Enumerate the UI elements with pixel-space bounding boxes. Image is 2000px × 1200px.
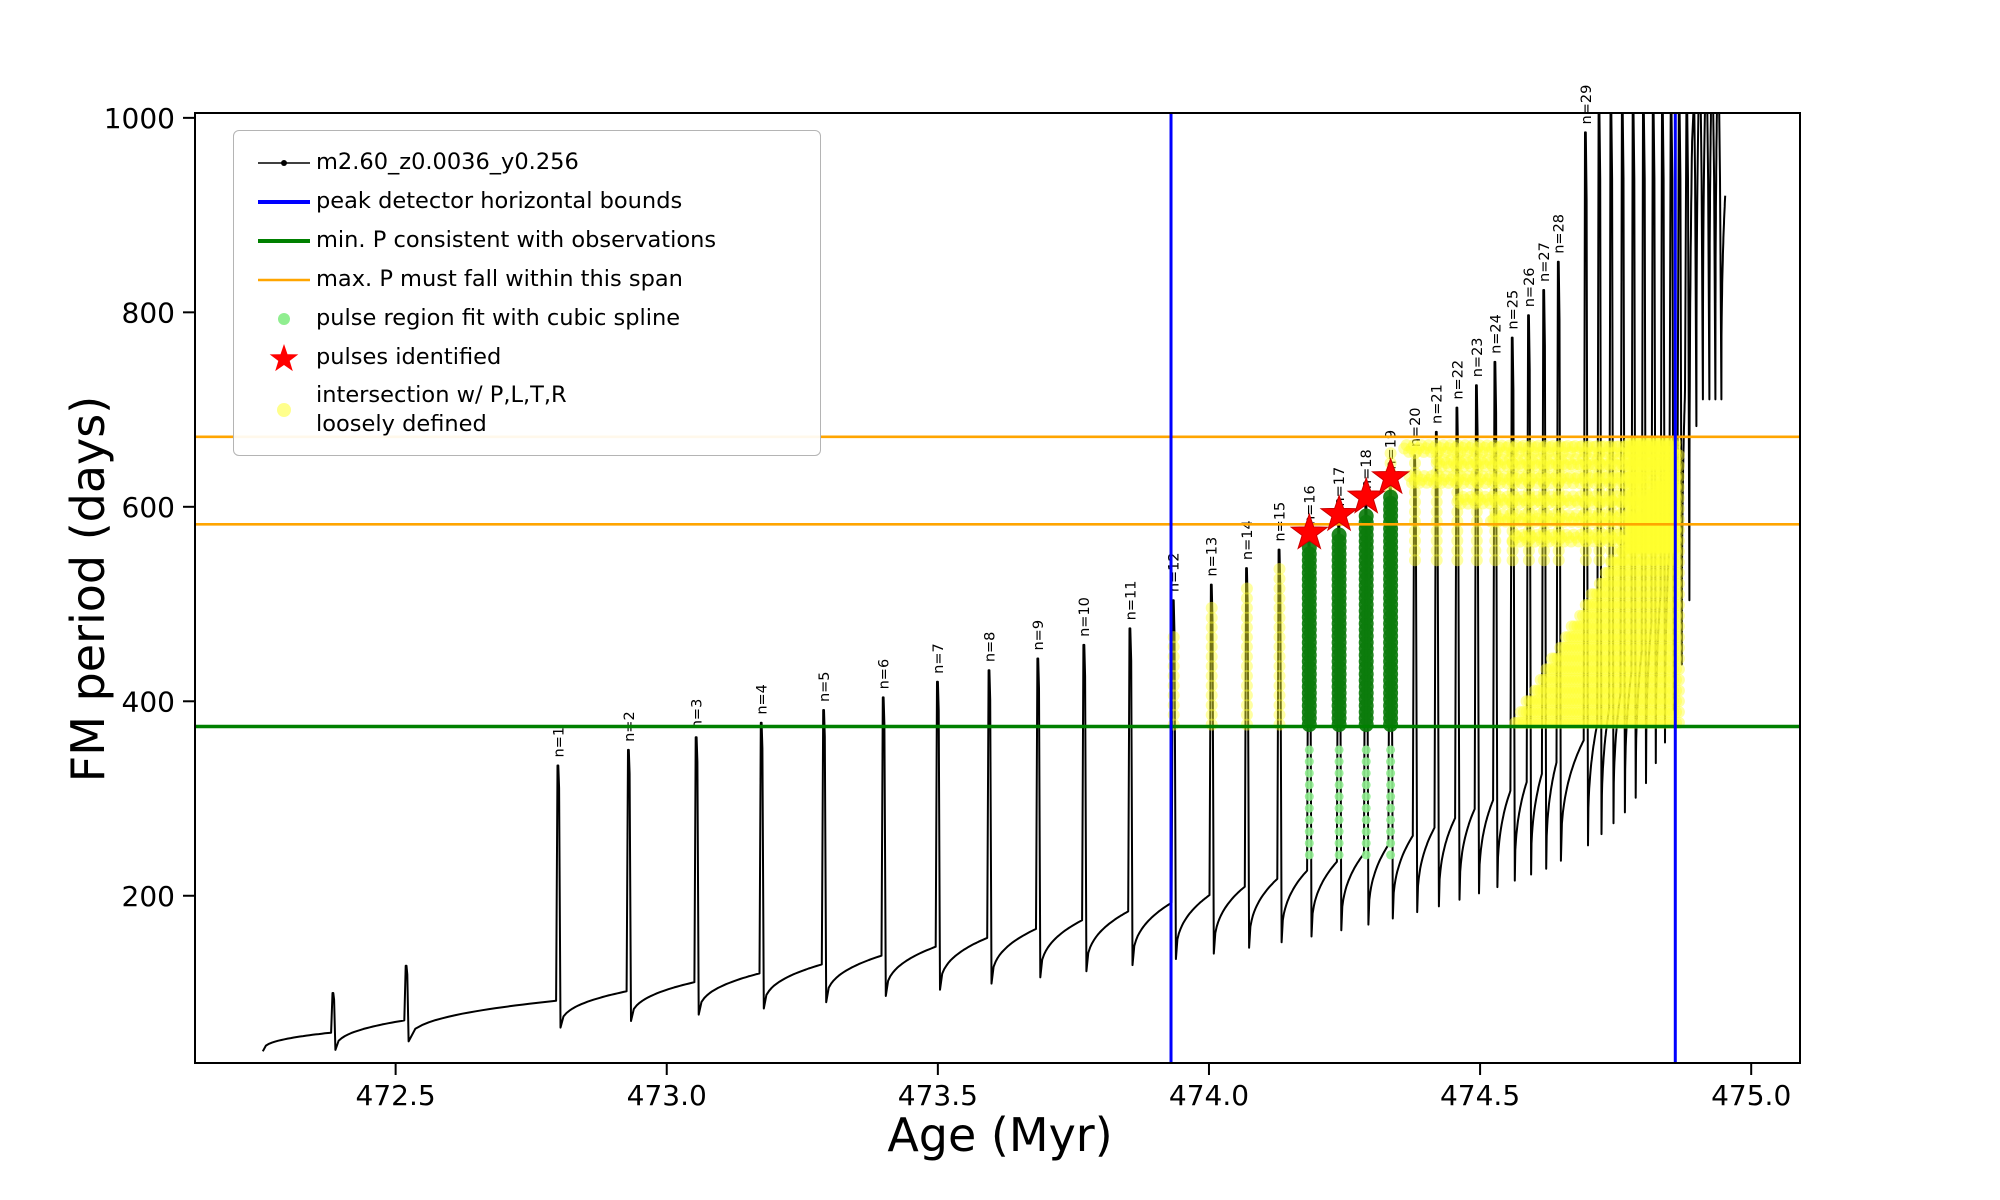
- pulse-annotations: n=1n=2 n=3 n=4 n=5 n=6n=7 n=8 n=9 n=10 n=11n=12 n…: [551, 85, 1595, 758]
- pulse-annotation: n=21: [1430, 384, 1446, 424]
- legend: m2.60_z0.0036_y0.256 peak detector horiz…: [233, 130, 821, 456]
- pulse-annotation: n=13: [1205, 537, 1221, 577]
- pulse-annotation: n=29: [1579, 85, 1595, 125]
- pulse-annotation: n=22: [1450, 360, 1466, 400]
- legend-label-peak-bounds: peak detector horizontal bounds: [316, 188, 683, 215]
- y-tick-label: 800: [122, 296, 175, 329]
- pulse-star-icon: [252, 342, 316, 374]
- pulse-annotation: n=24: [1488, 314, 1504, 354]
- x-tick-label: 474.0: [1169, 1079, 1249, 1112]
- y-tick-label: 600: [122, 491, 175, 524]
- y-tick-label: 1000: [104, 102, 175, 135]
- pulse-annotation: n=12: [1167, 552, 1183, 592]
- legend-item-peak-bounds: peak detector horizontal bounds: [252, 182, 802, 221]
- legend-label-pulses: pulses identified: [316, 344, 502, 371]
- intersection-dot-icon: [252, 395, 316, 425]
- legend-label-spline: pulse region fit with cubic spline: [316, 305, 681, 332]
- pulse-annotation: n=14: [1240, 520, 1256, 560]
- legend-item-series: m2.60_z0.0036_y0.256: [252, 143, 802, 182]
- pulse-annotation: n=10: [1077, 597, 1093, 637]
- pulse-star-marker: [1289, 512, 1329, 550]
- x-tick-label: 473.0: [627, 1079, 707, 1112]
- intersection-dots: [1167, 436, 1685, 731]
- pulse-annotation: n=1: [551, 727, 567, 758]
- pulse-annotation: n=16: [1302, 485, 1318, 525]
- spline-fit-dark-dots: [1301, 489, 1399, 733]
- pulse-annotation: n=5: [817, 671, 833, 702]
- pulse-annotation: n=11: [1123, 581, 1139, 621]
- spline-fit-light-dots: [1304, 745, 1396, 860]
- pulse-annotation: n=28: [1552, 214, 1568, 254]
- y-tick-label: 400: [122, 685, 175, 718]
- pulse-annotation: n=15: [1272, 502, 1288, 542]
- x-tick-label: 472.5: [356, 1079, 436, 1112]
- legend-item-intersection: intersection w/ P,L,T,R loosely defined: [252, 377, 802, 443]
- pulse-annotation: n=17: [1332, 467, 1348, 507]
- legend-label-series: m2.60_z0.0036_y0.256: [316, 149, 579, 176]
- legend-item-spline: pulse region fit with cubic spline: [252, 299, 802, 338]
- pulse-annotation: n=9: [1031, 620, 1047, 651]
- legend-label-min-p: min. P consistent with observations: [316, 227, 717, 254]
- pulse-annotation: n=8: [982, 632, 998, 663]
- spline-dot-icon: [252, 304, 316, 334]
- legend-label-max-p-span: max. P must fall within this span: [316, 266, 683, 293]
- x-tick-label: 474.5: [1440, 1079, 1520, 1112]
- pulse-annotation: n=3: [690, 699, 706, 730]
- pulse-annotation: n=26: [1522, 267, 1538, 307]
- min-p-line-icon: [252, 226, 316, 256]
- legend-item-pulses: pulses identified: [252, 338, 802, 377]
- x-axis-label: Age (Myr): [887, 1108, 1113, 1162]
- y-axis-label: FM period (days): [61, 395, 115, 783]
- pulse-annotation: n=6: [877, 659, 893, 690]
- y-tick-label: 200: [122, 880, 175, 913]
- peak-bounds-line-icon: [252, 187, 316, 217]
- axes: 472.5 473.0 473.5 474.0 474.5 475.0 200 400 600 8…: [104, 102, 1801, 1112]
- x-tick-label: 475.0: [1711, 1079, 1791, 1112]
- pulse-annotation: n=23: [1470, 337, 1486, 377]
- pulse-annotation: n=19: [1384, 430, 1400, 470]
- max-p-line-icon: [252, 265, 316, 295]
- pulse-star-marker: [1371, 457, 1411, 495]
- legend-item-min-p: min. P consistent with observations: [252, 221, 802, 260]
- pulse-annotation: n=25: [1506, 290, 1522, 330]
- pulse-annotation: n=18: [1359, 449, 1375, 489]
- pulse-stars: [1289, 457, 1411, 550]
- pulse-annotation: n=7: [931, 643, 947, 674]
- legend-item-max-p-span: max. P must fall within this span: [252, 260, 802, 299]
- x-tick-label: 473.5: [898, 1079, 978, 1112]
- legend-label-intersection: intersection w/ P,L,T,R loosely defined: [316, 382, 567, 437]
- pulse-annotation: n=4: [755, 684, 771, 715]
- pulse-annotation: n=27: [1537, 242, 1553, 282]
- pulse-star-marker: [1319, 494, 1359, 532]
- series-line-icon: [252, 148, 316, 178]
